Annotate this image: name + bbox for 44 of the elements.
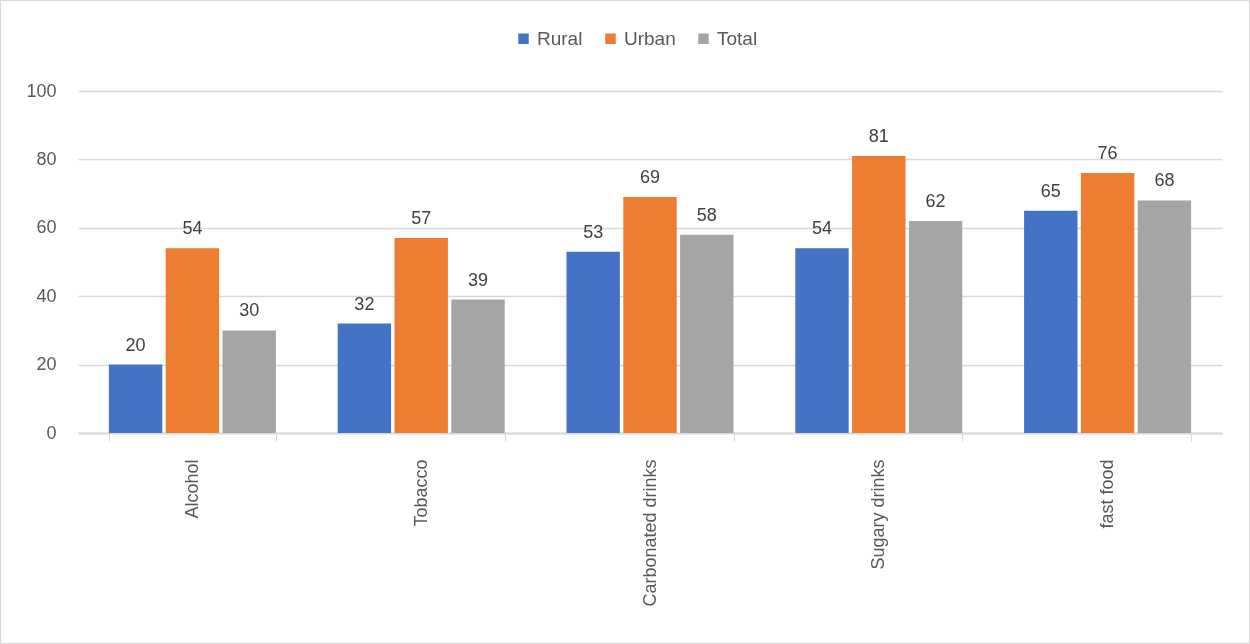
bar [1024, 210, 1078, 433]
bar [908, 220, 963, 433]
x-tick-label: Carbonated drinks [639, 459, 660, 607]
data-label: 69 [639, 167, 661, 188]
y-tick-label: 80 [36, 148, 57, 169]
bar [795, 248, 849, 433]
bar [852, 155, 906, 433]
y-tick-label: 40 [36, 285, 57, 306]
bar [566, 251, 620, 433]
data-label: 53 [583, 221, 604, 242]
data-label: 65 [1040, 180, 1061, 201]
x-tick-label: Tobacco [410, 459, 431, 527]
bar [337, 323, 392, 433]
bar [451, 299, 505, 433]
data-label: 62 [925, 190, 946, 211]
data-label: 32 [354, 293, 375, 314]
data-label: 81 [868, 125, 889, 146]
x-tick-label: fast food [1097, 459, 1118, 529]
bar [222, 330, 276, 433]
data-label: 30 [239, 300, 260, 321]
y-tick-label: 60 [36, 217, 57, 238]
legend-label: Rural [537, 27, 583, 49]
bar [623, 197, 677, 433]
data-label: 39 [468, 269, 489, 290]
y-tick-label: 100 [26, 80, 57, 101]
bar [108, 364, 163, 433]
data-label: 68 [1154, 170, 1175, 191]
x-tick-label: Alcohol [181, 459, 202, 519]
bar [680, 234, 734, 433]
data-label: 54 [182, 218, 203, 239]
bar [1137, 200, 1192, 433]
y-tick-label: 0 [46, 422, 57, 443]
data-label: 57 [411, 208, 432, 229]
bar [165, 248, 220, 433]
legend-label: Urban [624, 27, 676, 49]
legend-label: Total [717, 27, 758, 49]
bar [1080, 173, 1135, 433]
y-tick-label: 20 [36, 354, 57, 375]
x-tick-label: Sugary drinks [868, 459, 889, 570]
data-label: 54 [811, 218, 832, 239]
data-label: 58 [696, 204, 717, 225]
bar [394, 238, 448, 433]
data-label: 76 [1097, 143, 1118, 164]
data-label: 20 [125, 334, 146, 355]
